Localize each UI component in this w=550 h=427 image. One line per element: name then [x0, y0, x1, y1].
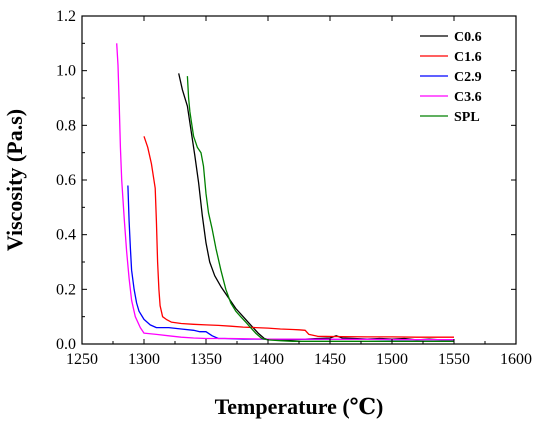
x-tick-label: 1350: [190, 351, 222, 368]
x-axis-ticks: 1250 1300 1350 1400 1450 1500 1550 1600: [66, 16, 532, 368]
y-axis-ticks: 0.0 0.2 0.4 0.6 0.8 1.0 1.2: [56, 8, 516, 353]
y-tick-label: 0.6: [56, 172, 76, 189]
x-tick-label: 1250: [66, 351, 98, 368]
x-tick-label: 1450: [314, 351, 346, 368]
legend-label: C0.6: [454, 30, 482, 45]
legend-label: C2.9: [454, 70, 482, 85]
y-tick-label: 0.4: [56, 227, 76, 244]
x-tick-label: 1550: [438, 351, 470, 368]
y-tick-label: 0.8: [56, 117, 76, 134]
legend-label: SPL: [454, 110, 480, 125]
plot-frame: [81, 15, 517, 345]
x-tick-label: 1500: [376, 351, 408, 368]
series-line-c3-6: [116, 43, 454, 341]
legend-label: C3.6: [454, 90, 482, 105]
y-tick-label: 1.2: [56, 8, 76, 25]
legend: C0.6 C1.6 C2.9 C3.6 SPL: [420, 30, 482, 125]
x-axis-title: Temperature (℃): [215, 394, 384, 419]
legend-label: C1.6: [454, 50, 482, 65]
x-tick-label: 1400: [252, 351, 284, 368]
series-layer: [116, 43, 454, 342]
x-tick-label: 1600: [500, 351, 532, 368]
series-line-c0-6: [178, 73, 454, 341]
y-axis-title: Viscosity (Pa.s): [2, 109, 27, 251]
y-tick-label: 0.2: [56, 281, 76, 298]
series-line-c1-6: [143, 136, 454, 338]
series-line-spl: [186, 76, 454, 342]
y-tick-label: 1.0: [56, 63, 76, 80]
series-line-c2-9: [127, 185, 454, 341]
y-tick-label: 0.0: [56, 336, 76, 353]
x-tick-label: 1300: [128, 351, 160, 368]
